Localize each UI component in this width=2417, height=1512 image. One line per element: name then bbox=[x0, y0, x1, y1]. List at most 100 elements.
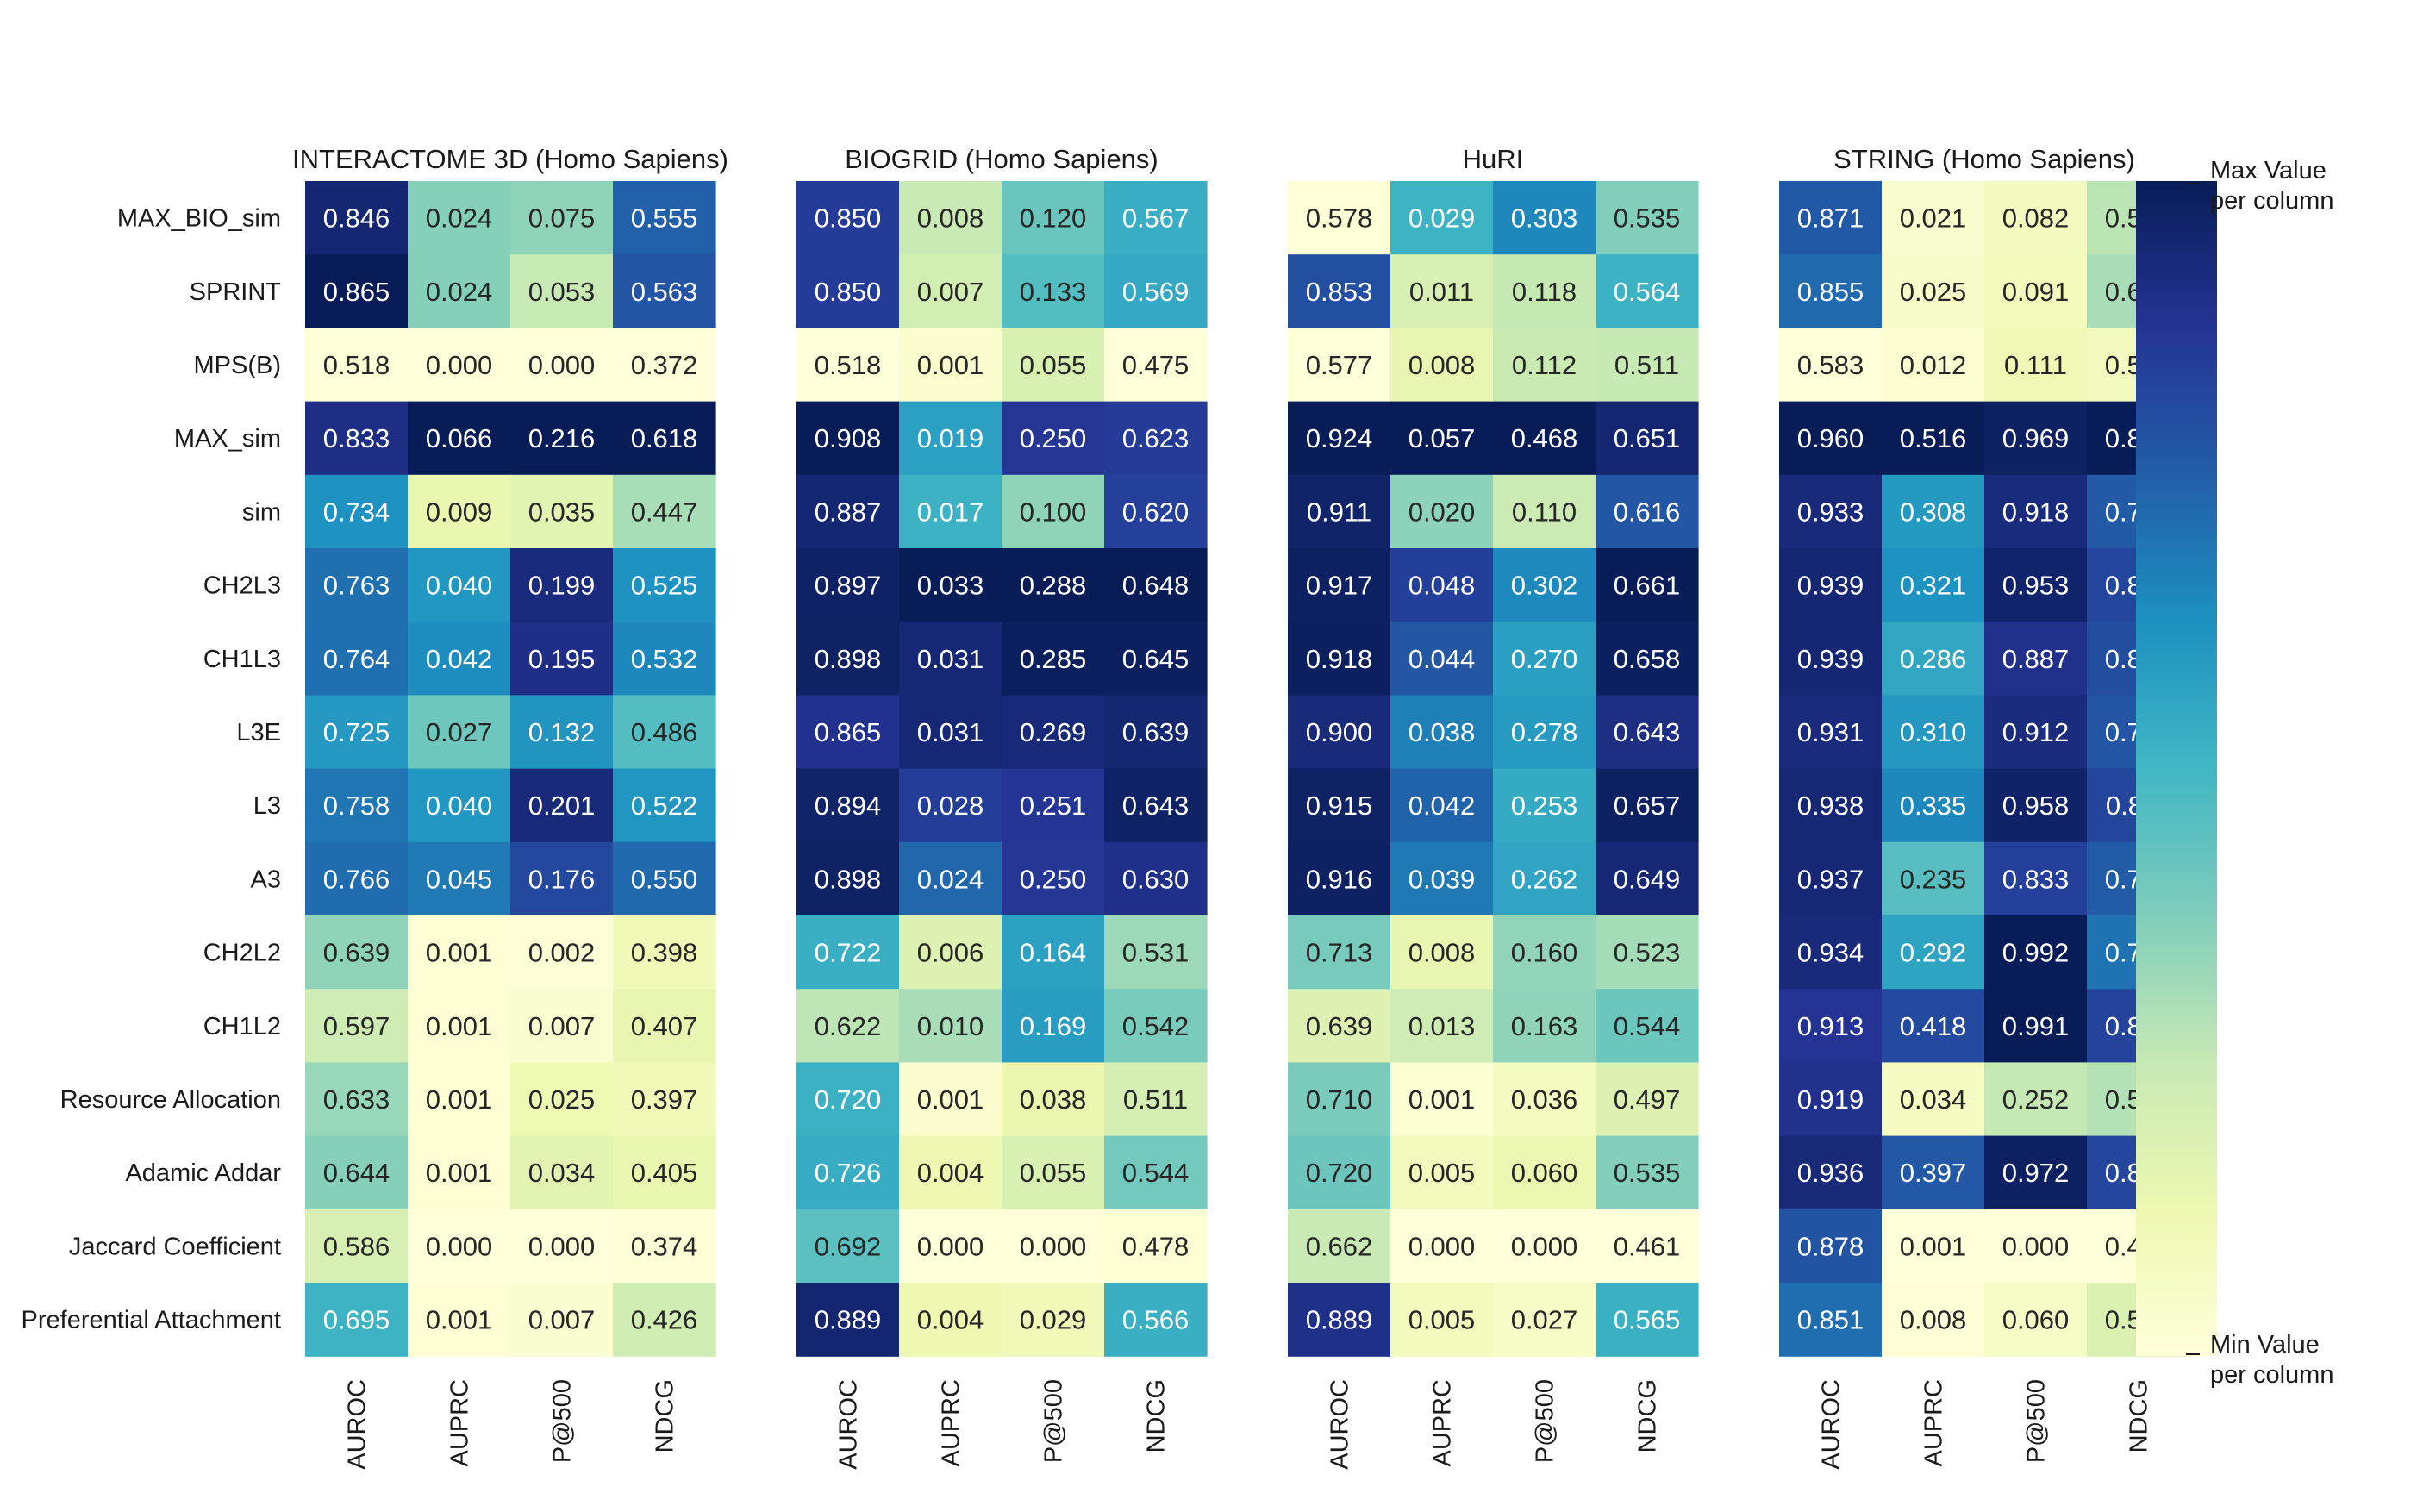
cell-value-label: 0.518 bbox=[815, 350, 882, 380]
cell-value-label: 0.004 bbox=[917, 1305, 984, 1335]
cell-value-label: 0.658 bbox=[1614, 644, 1681, 674]
cell-value-label: 0.623 bbox=[1122, 423, 1190, 453]
cell-value-label: 0.853 bbox=[1306, 277, 1373, 307]
column-label: NDCG bbox=[1634, 1379, 1662, 1453]
heatmap-cell bbox=[1596, 548, 1699, 622]
heatmap-cell bbox=[1002, 1283, 1105, 1357]
cell-value-label: 0.960 bbox=[1797, 423, 1864, 453]
heatmap-cell bbox=[796, 915, 900, 990]
cell-value-label: 0.544 bbox=[1614, 1011, 1681, 1041]
heatmap-cell bbox=[408, 622, 511, 696]
cell-value-label: 0.544 bbox=[1122, 1158, 1190, 1188]
cell-value-label: 0.034 bbox=[1900, 1084, 1967, 1115]
cell-value-label: 0.082 bbox=[2002, 203, 2070, 234]
cell-value-label: 0.252 bbox=[2002, 1084, 2070, 1115]
heatmap-cell bbox=[1104, 1062, 1208, 1137]
heatmap-cell bbox=[1984, 622, 2088, 696]
heatmap-cell bbox=[1493, 915, 1596, 990]
heatmap-cell bbox=[1288, 768, 1391, 843]
heatmap-panel: STRING (Homo Sapiens)0.8710.0210.0820.59… bbox=[1779, 144, 2190, 1470]
cell-value-label: 0.569 bbox=[1122, 277, 1190, 307]
heatmap-cell bbox=[1596, 695, 1699, 770]
heatmap-cell bbox=[1779, 695, 1883, 770]
cell-value-label: 0.566 bbox=[1122, 1305, 1190, 1335]
cell-value-label: 0.250 bbox=[1020, 423, 1087, 453]
cell-value-label: 0.511 bbox=[1123, 1084, 1188, 1115]
cell-value-label: 0.618 bbox=[631, 423, 698, 453]
cell-value-label: 0.000 bbox=[917, 1231, 984, 1261]
cell-value-label: 0.931 bbox=[1797, 717, 1864, 747]
heatmap-cell bbox=[408, 915, 511, 990]
cell-value-label: 0.001 bbox=[426, 1158, 493, 1188]
cell-value-label: 0.195 bbox=[528, 644, 596, 674]
heatmap-cell bbox=[1882, 328, 1985, 403]
heatmap-cell bbox=[1984, 548, 2088, 622]
cell-value-label: 0.310 bbox=[1900, 717, 1967, 747]
heatmap-cell bbox=[1493, 695, 1596, 770]
heatmap-cell bbox=[796, 1209, 900, 1284]
heatmap-cell bbox=[1984, 768, 2088, 843]
heatmap-cell bbox=[1288, 695, 1391, 770]
heatmap-cell bbox=[1984, 989, 2088, 1063]
cell-value-label: 0.900 bbox=[1306, 717, 1373, 747]
cell-value-label: 0.833 bbox=[2002, 864, 2070, 894]
cell-value-label: 0.639 bbox=[1122, 717, 1190, 747]
heatmap-cell bbox=[1779, 474, 1883, 549]
heatmap-cell bbox=[1390, 1062, 1494, 1137]
heatmap-cell bbox=[1002, 622, 1105, 696]
heatmap-cell bbox=[1779, 989, 1883, 1063]
heatmap-cell bbox=[899, 1283, 1002, 1357]
heatmap-cell bbox=[1596, 401, 1699, 476]
cell-value-label: 0.110 bbox=[1512, 497, 1577, 527]
cell-value-label: 0.025 bbox=[1900, 277, 1967, 307]
heatmap-cell bbox=[899, 841, 1002, 916]
panel-title: HuRI bbox=[1463, 144, 1524, 174]
heatmap-cell bbox=[510, 768, 614, 843]
heatmap-cell bbox=[1493, 401, 1596, 476]
cell-value-label: 0.992 bbox=[2002, 938, 2070, 968]
heatmap-cell bbox=[510, 695, 614, 770]
heatmap-cell bbox=[305, 548, 409, 622]
cell-value-label: 0.169 bbox=[1020, 1011, 1087, 1041]
heatmap-cell bbox=[1002, 181, 1105, 255]
cell-value-label: 0.027 bbox=[1511, 1305, 1578, 1335]
cell-value-label: 0.035 bbox=[528, 497, 596, 527]
heatmap-cell bbox=[1390, 1209, 1494, 1284]
colorbar-min-label-2: per column bbox=[2210, 1361, 2333, 1389]
cell-value-label: 0.040 bbox=[426, 571, 493, 601]
cell-value-label: 0.887 bbox=[815, 497, 882, 527]
cell-value-label: 0.564 bbox=[1614, 277, 1681, 307]
cell-value-label: 0.865 bbox=[815, 717, 882, 747]
cell-value-label: 0.042 bbox=[1408, 790, 1476, 821]
cell-value-label: 0.695 bbox=[323, 1305, 390, 1335]
heatmap-cell bbox=[305, 1209, 409, 1284]
heatmap-cell bbox=[1002, 989, 1105, 1063]
heatmap-cell bbox=[305, 254, 409, 328]
heatmap-cell bbox=[510, 1283, 614, 1357]
heatmap-panels: INTERACTOME 3D (Homo Sapiens) 0.846 0.024 0… bbox=[292, 144, 2190, 1470]
cell-value-label: 0.040 bbox=[426, 790, 493, 821]
heatmap-cell bbox=[796, 1062, 900, 1137]
heatmap-cell bbox=[1390, 548, 1494, 622]
heatmap-cell bbox=[1288, 254, 1391, 328]
column-label: AUROC bbox=[1818, 1379, 1846, 1470]
cell-value-label: 0.639 bbox=[1306, 1011, 1373, 1041]
heatmap-cell bbox=[796, 474, 900, 549]
cell-value-label: 0.024 bbox=[917, 864, 984, 894]
row-label: CH1L3 bbox=[203, 646, 281, 673]
cell-value-label: 0.889 bbox=[1306, 1305, 1373, 1335]
cell-value-label: 0.661 bbox=[1614, 571, 1681, 601]
heatmap-cell bbox=[1779, 181, 1883, 255]
cell-value-label: 0.898 bbox=[815, 864, 882, 894]
cell-value-label: 0.250 bbox=[1020, 864, 1087, 894]
cell-value-label: 0.039 bbox=[1408, 864, 1476, 894]
heatmap-cell bbox=[408, 841, 511, 916]
heatmap-cell bbox=[1596, 1283, 1699, 1357]
heatmap-cell bbox=[1104, 1135, 1208, 1210]
cell-value-label: 0.725 bbox=[323, 717, 390, 747]
panel-title: STRING (Homo Sapiens) bbox=[1833, 144, 2135, 174]
heatmap-cell bbox=[1288, 1135, 1391, 1210]
heatmap-cell bbox=[1104, 989, 1208, 1063]
cell-value-label: 0.000 bbox=[2002, 1231, 2070, 1261]
cell-value-label: 0.850 bbox=[815, 203, 882, 234]
